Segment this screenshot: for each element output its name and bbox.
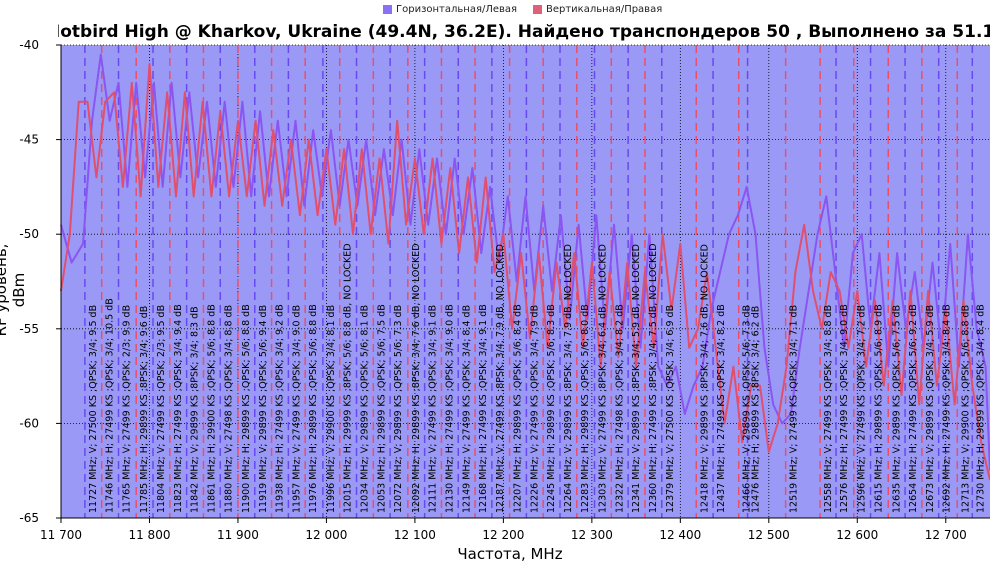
- transponder-label: 12713 MHz; V; 29900 KS ;QPSK; 5/6; 8.8 d…: [960, 305, 971, 513]
- transponder-label: 12034 MHz; V; 29899 KS ;QPSK; 5/6; 8.1 d…: [360, 305, 371, 513]
- chart-title: Hotbird High @ Kharkov, Ukraine (49.4N, …: [58, 22, 990, 42]
- transponder-label: 12558 MHz; V; 27499 KS ;QPSK; 3/4; 8.8 d…: [823, 305, 834, 513]
- transponder-label: 11900 MHz; H; 29899 KS ;QPSK; 5/6; 8.8 d…: [241, 304, 252, 513]
- transponder-label: 12692 MHz; H; 27499 KS ;QPSK; 3/4; 8.4 d…: [942, 304, 953, 513]
- transponder-label: 12015 MHz; H; 29999 KS ;8PSK; 5/6; 8.8 d…: [343, 243, 354, 513]
- transponder-label: 11842 MHz; V; 29899 KS ;8PSK; 3/4; 8.3 d…: [190, 306, 201, 513]
- transponder-label: 12635 MHz; V; 29899 KS ;QPSK; 5/6; 7.5 d…: [891, 305, 902, 513]
- transponder-label: 11746 MHz; H; 27499 KS ;QPSK; 3/4; 10.5 …: [105, 298, 116, 513]
- transponder-label: 12245 MHz; H; 29899 KS ;QPSK; 5/6; 8.3 d…: [546, 304, 557, 513]
- legend: Горизонтальная/Левая Вертикальная/Правая: [0, 4, 990, 18]
- transponder-label: 11861 MHz; H; 29900 KS ;QPSK; 5/6; 8.8 d…: [206, 304, 217, 513]
- legend-item-vertical: Вертикальная/Правая: [533, 4, 662, 15]
- transponder-label: 12596 MHz; V; 27499 KS ;QPSK; 3/4; 7.2 d…: [857, 305, 868, 513]
- x-tick-label: 12 400: [659, 528, 701, 542]
- transponder-label: 12207 MHz; H; 29899 KS ;QPSK; 5/6; 8.4 d…: [513, 304, 524, 513]
- transponder-label: 12360 MHz; H; 27499 KS ;8PSK; 3/4; 7.5 d…: [648, 243, 659, 513]
- x-tick-label: 12 500: [748, 528, 790, 542]
- transponder-label: 12168 MHz; H; 27499 KS ;QPSK; 3/4; 9.1 d…: [478, 304, 489, 513]
- transponder-label: 12111 MHz; V; 27499 KS ;QPSK; 3/4; 9.1 d…: [428, 305, 439, 513]
- y-tick-label: -50: [19, 227, 39, 241]
- x-tick-label: 12 200: [482, 528, 524, 542]
- legend-swatch-vertical: [533, 5, 542, 14]
- transponder-label: 11785 MHz; H; 29899 KS ;8PSK; 3/4; 9.6 d…: [139, 306, 150, 513]
- transponder-label: 12092 MHz; H; 29899 KS ;8PSK; 3/4; 7.6 d…: [411, 243, 422, 513]
- transponder-label: 12072 MHz; V; 29899 KS ;QPSK; 5/6; 7.3 d…: [393, 305, 404, 513]
- transponder-label: 12730 MHz; H; 29899 KS ;QPSK; 3/4; 8.4 d…: [975, 304, 986, 513]
- y-axis-label: RF уровень, dBm: [0, 243, 28, 337]
- transponder-label: 12418 MHz; V; 29899 KS ;8PSK; 3/4; 7.6 d…: [699, 244, 710, 513]
- transponder-label: 11823 MHz; H; 27499 KS ;QPSK; 3/4; 9.4 d…: [173, 304, 184, 513]
- series-line-horizontal: [60, 53, 990, 471]
- transponder-label: 12130 MHz; H; 27499 KS ;QPSK; 3/4; 9.0 d…: [444, 304, 455, 513]
- x-tick-label: 12 100: [394, 528, 436, 542]
- transponder-label: 11804 MHz; V; 27499 KS ;QPSK; 2/3; 9.5 d…: [156, 305, 167, 513]
- y-tick-label: -40: [19, 38, 39, 52]
- transponder-label: 12379 MHz; V; 27500 KS ;QPSK; 3/4; 6.9 d…: [665, 305, 676, 513]
- transponder-label: 12673 MHz; V; 29899 KS ;QPSK; 3/4; 5.9 d…: [925, 305, 936, 513]
- legend-label-vertical: Вертикальная/Правая: [546, 4, 663, 15]
- transponder-label: 12615 MHz; H; 29899 KS ;QPSK; 5/6; 8.9 d…: [874, 304, 885, 513]
- transponder-label: 12283 MHz; H; 29899 KS ;QPSK; 5/6; 8.0 d…: [580, 304, 591, 513]
- transponder-label: 12437 MHz; H; 27499 KS ;QPSK; 3/4; 8.2 d…: [716, 304, 727, 513]
- transponder-label: 12466 MHz; V; 29899 KS ;QPSK; 5/6; 7.3 d…: [742, 305, 753, 513]
- transponder-label: 12226 MHz; V; 27499 KS ;QPSK; 3/4; 7.9 d…: [529, 305, 540, 513]
- transponder-label: 12476 MHz; H; 29899 KS ;8PSK; 3/4; 6.2 d…: [751, 306, 762, 513]
- y-tick-label: -45: [19, 133, 39, 147]
- transponder-label: 12053 MHz; H; 29899 KS ;QPSK; 5/6; 7.5 d…: [376, 304, 387, 513]
- series-lines: [60, 53, 990, 481]
- transponder-label: 12341 MHz; V; 29899 KS ;8PSK; 3/4; 5.9 d…: [631, 244, 642, 513]
- transponder-label: 11957 MHz; V; 27499 KS ;QPSK; 3/4; 9.0 d…: [291, 305, 302, 513]
- y-tick-label: -55: [19, 322, 39, 336]
- transponder-label: 11880 MHz; V; 27498 KS ;QPSK; 3/4; 8.8 d…: [223, 305, 234, 513]
- transponder-label: 11996 MHz; V; 29900 KS ;QPSK; 3/4; 8.1 d…: [326, 305, 337, 513]
- transponder-labels: 11727 MHz; V; 27500 KS ;QPSK; 3/4; 9.5 d…: [88, 243, 986, 513]
- legend-swatch-horizontal: [383, 5, 392, 14]
- transponder-label: 11938 MHz; H; 27499 KS ;QPSK; 3/4; 9.2 d…: [275, 304, 286, 513]
- transponder-label: 12264 MHz; V; 29899 KS ;8PSK; 3/4; 7.9 d…: [563, 244, 574, 513]
- transponder-label: 11727 MHz; V; 27500 KS ;QPSK; 3/4; 9.5 d…: [88, 305, 99, 513]
- x-tick-label: 12 600: [836, 528, 878, 542]
- y-tick-label: -65: [19, 511, 39, 525]
- y-tick-label: -60: [19, 416, 39, 430]
- transponder-label: 12576 MHz; H; 27499 KS ;QPSK; 3/4; 9.0 d…: [839, 304, 850, 513]
- x-tick-label: 12 300: [571, 528, 613, 542]
- transponder-label: 12519 MHz; V; 27499 KS ;QPSK; 3/4; 7.1 d…: [789, 305, 800, 513]
- x-tick-label: 11 900: [217, 528, 259, 542]
- transponder-label: 11976 MHz; H; 29899 KS ;QPSK; 5/6; 8.8 d…: [308, 304, 319, 513]
- transponder-label: 12187 MHz; V; 27499 KS ;8PSK; 3/4; 7.9 d…: [495, 244, 506, 513]
- series-line-vertical: [60, 62, 990, 481]
- x-tick-label: 11 700: [40, 528, 82, 542]
- legend-label-horizontal: Горизонтальная/Левая: [396, 4, 518, 15]
- transponder-label: 12322 MHz; H; 27498 KS ;QPSK; 3/4; 8.2 d…: [614, 304, 625, 513]
- transponder-label: 12654 MHz; H; 27499 KS ;QPSK; 5/6; 9.2 d…: [908, 304, 919, 513]
- x-tick-label: 11 800: [128, 528, 170, 542]
- x-tick-label: 12 000: [305, 528, 347, 542]
- legend-item-horizontal: Горизонтальная/Левая: [383, 4, 517, 15]
- transponder-label: 12149 MHz; V; 27499 KS ;QPSK; 3/4; 8.4 d…: [461, 305, 472, 513]
- transponder-label: 12303 MHz; V; 27499 KS ;8PSK; 3/4; 6.4 d…: [598, 244, 609, 513]
- x-tick-label: 12 700: [925, 528, 967, 542]
- transponder-markers: [84, 45, 974, 518]
- x-axis-label: Частота, MHz: [457, 545, 563, 563]
- transponder-label: 11765 MHz; V; 27499 KS ;QPSK; 2/3; 9.9 d…: [122, 305, 133, 513]
- transponder-label: 11919 MHz; V; 29899 KS ;QPSK; 5/6; 9.4 d…: [258, 305, 269, 513]
